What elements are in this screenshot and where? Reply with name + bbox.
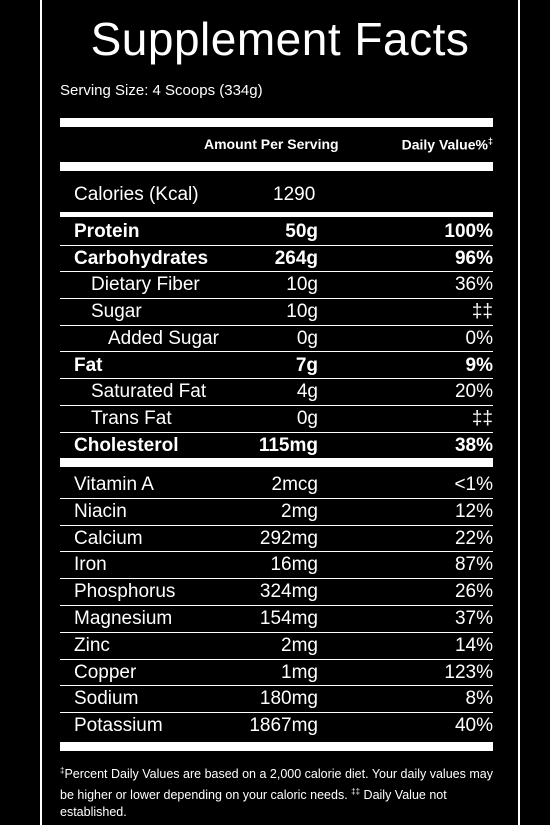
nutrient-amount: 115mg	[258, 434, 318, 456]
nutrient-name: Iron	[74, 554, 107, 576]
nutrient-daily-value: 14%	[454, 634, 493, 656]
nutrient-daily-value: 96%	[454, 247, 493, 269]
nutrient-amount: 154mg	[259, 608, 318, 629]
nutrient-daily-value: ‡‡	[471, 407, 493, 429]
thick-divider-header	[60, 162, 493, 171]
macro-row: Dietary Fiber 10g 36%	[60, 272, 493, 300]
nutrient-amount: 2mg	[281, 500, 318, 522]
nutrient-amount: 2mcg	[271, 474, 318, 495]
nutrient-daily-value: 100%	[444, 221, 493, 242]
micro-row: Phosphorus 324mg 26%	[60, 579, 493, 606]
panel-title: Supplement Facts	[90, 13, 470, 65]
nutrient-daily-value: 12%	[454, 500, 493, 522]
nutrient-amount: 1867mg	[249, 715, 318, 737]
nutrient-daily-value: 40%	[454, 715, 493, 737]
footnote-text-1: Percent Daily Values are based on a 2,00…	[60, 767, 493, 803]
nutrient-amount: 4g	[296, 381, 318, 403]
nutrient-name: Copper	[74, 661, 137, 683]
nutrient-name: Trans Fat	[91, 407, 172, 429]
calories-label: Calories (Kcal)	[74, 184, 199, 205]
header-amount: Amount Per Serving	[204, 136, 339, 152]
nutrient-amount: 10g	[286, 301, 318, 323]
macro-row: Sugar 10g ‡‡	[60, 299, 493, 326]
nutrient-name: Carbohydrates	[74, 247, 209, 269]
nutrient-daily-value: 37%	[454, 608, 493, 629]
micro-row: Iron 16mg 87%	[60, 552, 493, 580]
header-daily-value: Daily Value%‡	[402, 136, 493, 153]
nutrient-daily-value: 123%	[444, 661, 493, 683]
nutrient-amount: 16mg	[270, 554, 318, 576]
thick-divider-bottom	[60, 742, 493, 751]
nutrient-name: Potassium	[74, 715, 163, 737]
micro-row: Calcium 292mg 22%	[60, 526, 493, 553]
nutrient-amount: 0g	[296, 407, 318, 429]
calories-row: Calories (Kcal) 1290	[60, 180, 493, 213]
micro-row: Sodium 180mg 8%	[60, 686, 493, 714]
macro-row: Fat 7g 9%	[60, 353, 493, 380]
nutrient-daily-value: 9%	[465, 354, 493, 376]
serving-size: Serving Size: 4 Scoops (334g)	[60, 82, 263, 99]
nutrient-amount: 1mg	[281, 661, 318, 683]
nutrient-name: Added Sugar	[108, 327, 219, 349]
footnote: ‡Percent Daily Values are based on a 2,0…	[60, 762, 500, 821]
nutrient-name: Fat	[74, 354, 103, 376]
nutrient-name: Dietary Fiber	[91, 274, 200, 296]
header-dv-mark: ‡	[487, 136, 493, 146]
nutrient-name: Saturated Fat	[91, 381, 207, 403]
nutrient-name: Magnesium	[74, 608, 173, 629]
nutrient-amount: 2mg	[281, 634, 318, 656]
micro-row: Niacin 2mg 12%	[60, 499, 493, 526]
nutrient-amount: 0g	[296, 327, 318, 349]
macro-row: Saturated Fat 4g 20%	[60, 379, 493, 406]
nutrient-daily-value: 87%	[454, 554, 493, 576]
nutrient-name: Zinc	[74, 634, 110, 656]
nutrient-daily-value: 36%	[454, 274, 493, 296]
micro-row: Zinc 2mg 14%	[60, 633, 493, 660]
micro-row: Copper 1mg 123%	[60, 660, 493, 687]
nutrient-name: Vitamin A	[74, 474, 154, 495]
macro-row: Cholesterol 115mg 38%	[60, 433, 493, 459]
macro-row: Added Sugar 0g 0%	[60, 326, 493, 353]
nutrient-amount: 264g	[274, 247, 318, 269]
micro-row: Magnesium 154mg 37%	[60, 606, 493, 633]
nutrient-name: Phosphorus	[74, 581, 176, 603]
nutrient-name: Sodium	[74, 688, 139, 710]
facts-panel	[40, 0, 520, 825]
nutrient-daily-value: 22%	[454, 527, 493, 549]
nutrient-daily-value: 20%	[454, 381, 493, 403]
nutrient-amount: 7g	[295, 354, 318, 376]
nutrient-amount: 180mg	[259, 688, 318, 710]
nutrient-daily-value: ‡‡	[471, 301, 493, 323]
macro-row: Trans Fat 0g ‡‡	[60, 406, 493, 433]
footnote-text-2: Daily Value not established.	[60, 788, 447, 820]
nutrient-daily-value: 0%	[465, 327, 493, 349]
thick-divider-top	[60, 118, 493, 127]
nutrient-daily-value: <1%	[454, 474, 493, 495]
thick-divider-middle	[60, 458, 493, 467]
footnote-mark-1: ‡	[60, 766, 65, 775]
nutrient-daily-value: 38%	[454, 434, 493, 456]
micro-row: Vitamin A 2mcg <1%	[60, 472, 493, 499]
medium-divider	[60, 213, 493, 217]
nutrient-amount: 50g	[285, 221, 318, 242]
nutrient-name: Calcium	[74, 527, 143, 549]
nutrient-name: Sugar	[91, 301, 142, 323]
calories-amount: 1290	[273, 184, 316, 205]
nutrient-daily-value: 26%	[454, 581, 493, 603]
nutrient-name: Protein	[74, 221, 140, 242]
nutrient-daily-value: 8%	[465, 688, 493, 710]
nutrient-amount: 324mg	[259, 581, 318, 603]
footnote-mark-2: ‡‡	[351, 787, 361, 797]
micro-row: Potassium 1867mg 40%	[60, 713, 493, 739]
nutrient-amount: 292mg	[259, 527, 318, 549]
header-daily-value-label: Daily Value%	[401, 136, 488, 153]
nutrient-amount: 10g	[286, 274, 318, 296]
nutrient-name: Niacin	[74, 500, 127, 522]
macro-row: Protein 50g 100%	[60, 219, 493, 246]
macro-row: Carbohydrates 264g 96%	[60, 246, 493, 273]
nutrient-name: Cholesterol	[74, 434, 179, 456]
